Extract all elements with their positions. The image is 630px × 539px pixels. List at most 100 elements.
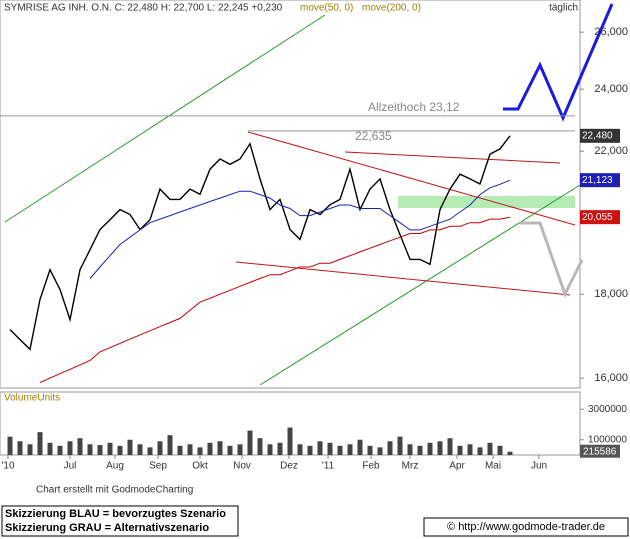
volume-bar: [447, 438, 453, 455]
volume-bar: [327, 442, 333, 455]
y-tick-label: 26,000: [594, 26, 628, 38]
volume-bar: [347, 444, 353, 455]
support-zone: [398, 196, 575, 208]
volume-bar: [237, 444, 243, 455]
volume-bar: [67, 441, 73, 455]
x-tick-label: '10: [1, 461, 14, 472]
volume-bar: [7, 436, 13, 455]
volume-bar: [457, 445, 463, 455]
x-tick-label: Okt: [192, 461, 208, 472]
x-tick-label: Sep: [149, 461, 167, 472]
volume-label: VolumeUnits: [4, 393, 60, 404]
volume-bar: [477, 447, 483, 455]
volume-bar: [397, 436, 403, 455]
volume-bar: [317, 441, 323, 455]
x-tick-label: '11: [322, 461, 335, 472]
last-value-box: [580, 128, 620, 143]
last-value-label: 22,480: [582, 130, 613, 141]
volume-bar: [77, 438, 83, 455]
volume-bar: [37, 432, 43, 455]
x-tick-label: Jun: [531, 461, 547, 472]
level-label: 22,635: [355, 129, 392, 143]
x-tick-label: Mai: [485, 461, 501, 472]
volume-bar: [147, 447, 153, 455]
volume-bar: [287, 427, 293, 455]
volume-bar: [407, 444, 413, 455]
channel-line: [4, 14, 326, 223]
volume-bar: [367, 445, 373, 455]
volume-tick-label: 3000000: [588, 404, 627, 415]
volume-bar: [97, 445, 103, 455]
last-value-box: [580, 173, 620, 188]
volume-last-box: [580, 444, 620, 458]
trend-line: [235, 261, 571, 296]
header-ma200: move(200, 0): [362, 3, 421, 14]
last-value-label: 21,123: [582, 175, 613, 186]
channel-line: [259, 184, 581, 386]
x-tick-label: Aug: [106, 461, 124, 472]
volume-bar: [437, 441, 443, 455]
plot-frame: [0, 0, 581, 389]
series-line: [89, 179, 511, 279]
interval: täglich: [549, 3, 578, 14]
volume-bar: [87, 444, 93, 455]
last-value-label: 20,055: [582, 212, 613, 223]
volume-bar: [17, 441, 23, 455]
volume-bar: [247, 430, 253, 455]
volume-bar: [337, 445, 343, 455]
x-tick-label: Nov: [233, 461, 251, 472]
legend-box: [1, 505, 239, 537]
volume-bar: [417, 445, 423, 455]
volume-bar: [47, 442, 53, 455]
volume-bar: [117, 445, 123, 455]
source-box: [423, 517, 629, 537]
volume-bar: [277, 442, 283, 455]
legend-blue: Skizzierung BLAU = bevorzugtes Szenario: [5, 508, 226, 520]
x-tick-label: Feb: [362, 461, 380, 472]
volume-bar: [57, 445, 63, 455]
level-label: Allzeithoch 23,12: [368, 100, 460, 114]
volume-tick-label: 1000000: [588, 434, 627, 445]
credit: Chart erstellt mit GodmodeCharting: [36, 485, 193, 496]
y-tick-label: 16,000: [594, 372, 628, 384]
y-tick-label: 24,000: [594, 83, 628, 95]
volume-bar: [137, 444, 143, 455]
trend-line: [344, 151, 561, 164]
legend-gray: Skizzierung GRAU = Alternativszenario: [5, 522, 209, 534]
volume-bar: [227, 445, 233, 455]
x-tick-label: Apr: [449, 461, 465, 472]
volume-bar: [497, 445, 503, 455]
x-tick-label: Dez: [280, 461, 298, 472]
volume-bar: [377, 447, 383, 455]
volume-bar: [427, 442, 433, 455]
header-ma50: move(50, 0): [300, 3, 353, 14]
series-line: [9, 135, 511, 351]
volume-bar: [257, 438, 263, 455]
header: SYMRISE AG INH. O.N. C: 22,480 H: 22,700…: [4, 3, 283, 14]
volume-bar: [157, 441, 163, 455]
x-tick-label: Mrz: [402, 461, 419, 472]
volume-last-label: 215586: [583, 446, 617, 457]
x-tick-label: Jul: [64, 461, 77, 472]
volume-bar: [187, 444, 193, 455]
volume-bar: [217, 441, 223, 455]
y-tick-label: 18,000: [594, 288, 628, 300]
volume-bar: [267, 444, 273, 455]
volume-bar: [297, 444, 303, 455]
volume-bar: [467, 444, 473, 455]
source: © http://www.godmode-trader.de: [447, 521, 605, 533]
trend-line: [247, 131, 576, 226]
scenario-blue: [503, 3, 614, 122]
series-line: [39, 216, 511, 384]
volume-bar: [507, 451, 513, 455]
volume-bar: [167, 435, 173, 455]
volume-bar: [357, 439, 363, 455]
volume-bar: [177, 445, 183, 455]
volume-bar: [107, 442, 113, 455]
volume-bar: [207, 442, 213, 455]
volume-bar: [307, 445, 313, 455]
volume-bar: [197, 447, 203, 455]
y-tick-label: 22,000: [594, 145, 628, 157]
volume-bar: [387, 441, 393, 455]
